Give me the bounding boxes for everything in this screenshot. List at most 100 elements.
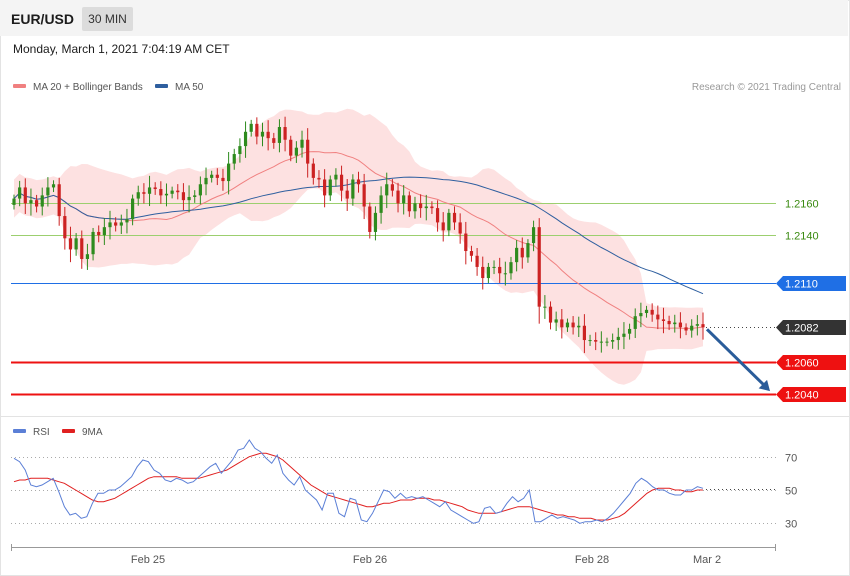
- candle: [142, 183, 146, 204]
- candle-body: [492, 266, 496, 268]
- candle-body: [639, 313, 643, 317]
- candle: [379, 186, 383, 224]
- candle-body: [537, 227, 541, 307]
- candle-body: [588, 340, 592, 342]
- candle: [684, 323, 688, 336]
- candle-body: [690, 325, 694, 331]
- candle-body: [481, 266, 485, 279]
- time-axis: Feb 25 Feb 26 Feb 28 Mar 2: [11, 544, 776, 566]
- candle: [289, 135, 293, 162]
- candle-body: [311, 163, 315, 178]
- candle: [373, 206, 378, 241]
- candle-body: [430, 206, 434, 209]
- time-axis-label: Feb 26: [353, 554, 387, 566]
- level-label-1.2040: 1.2040: [785, 390, 819, 402]
- candle-body: [170, 190, 174, 194]
- candle: [362, 173, 366, 220]
- candle: [430, 201, 434, 214]
- candle: [503, 261, 507, 286]
- candle-body: [345, 190, 349, 199]
- candle-body: [464, 233, 468, 252]
- price-levels: [11, 203, 776, 396]
- candle: [74, 233, 78, 256]
- candle-body: [498, 266, 502, 274]
- candle: [481, 256, 485, 290]
- candle-body: [413, 203, 417, 212]
- level-label-1.2082: 1.2082: [785, 323, 819, 335]
- candle: [85, 243, 90, 270]
- candle-body: [80, 238, 84, 259]
- candle-body: [164, 193, 169, 196]
- level-tag-1.2082: [776, 320, 846, 335]
- candle: [611, 333, 615, 349]
- legend-9ma-label: 9MA: [82, 427, 103, 438]
- candle: [63, 206, 67, 250]
- candle: [130, 194, 135, 226]
- candle: [571, 316, 575, 335]
- candle-body: [503, 273, 507, 275]
- rsi-9ma-line: [13, 452, 703, 521]
- candle-body: [153, 187, 157, 190]
- candle-body: [452, 212, 457, 223]
- candle: [176, 184, 180, 200]
- candle: [413, 196, 417, 219]
- candle: [661, 307, 666, 334]
- forecast-arrow-head: [758, 379, 770, 392]
- level-label-1.2160: 1.2160: [785, 199, 819, 211]
- candle: [46, 177, 50, 207]
- candle: [543, 295, 547, 319]
- candle: [627, 323, 632, 340]
- candle-body: [661, 319, 666, 321]
- candle: [424, 194, 428, 221]
- candle-body: [458, 222, 462, 234]
- candle: [520, 237, 524, 269]
- candle: [531, 220, 536, 252]
- candle: [210, 170, 214, 183]
- candle-body: [441, 222, 445, 231]
- candle-body: [565, 322, 570, 328]
- candle: [498, 257, 502, 283]
- candle: [419, 194, 423, 218]
- candle: [560, 309, 564, 339]
- candle: [249, 119, 253, 137]
- candle-body: [68, 238, 73, 250]
- candle: [656, 305, 660, 330]
- level-tag-1.2060: [776, 355, 846, 370]
- candle-body: [673, 322, 677, 325]
- forecast-arrow: [705, 328, 770, 392]
- candle: [159, 181, 163, 204]
- candle-body: [622, 333, 626, 337]
- datetime-label: Monday, March 1, 2021 7:04:19 AM CET: [13, 42, 230, 56]
- candle: [306, 128, 310, 178]
- candle: [187, 185, 191, 213]
- candle-body: [368, 206, 372, 232]
- candle: [441, 212, 445, 242]
- candle: [616, 327, 620, 350]
- candle-body: [142, 192, 146, 194]
- candle-body: [204, 177, 208, 185]
- candle-body: [356, 179, 361, 185]
- candle-body: [396, 190, 400, 204]
- candle: [548, 301, 553, 330]
- candle: [51, 180, 56, 193]
- candle: [328, 175, 332, 201]
- candle-body: [515, 247, 519, 263]
- candle: [554, 311, 558, 331]
- candle-body: [51, 184, 56, 188]
- candle-body: [221, 177, 225, 182]
- candle: [447, 208, 451, 237]
- candle-body: [509, 262, 513, 274]
- candle: [272, 132, 276, 149]
- timeframe-button[interactable]: 30 MIN: [82, 7, 133, 31]
- candle-body: [238, 146, 242, 155]
- candle-body: [373, 212, 378, 232]
- candle-body: [526, 243, 530, 258]
- candle-body: [605, 341, 609, 343]
- candle-body: [520, 247, 524, 258]
- candle-body: [130, 198, 135, 220]
- candle-body: [328, 179, 332, 196]
- rsi-panel: 70 50 30: [11, 439, 797, 531]
- level-label-1.2110: 1.2110: [785, 279, 818, 291]
